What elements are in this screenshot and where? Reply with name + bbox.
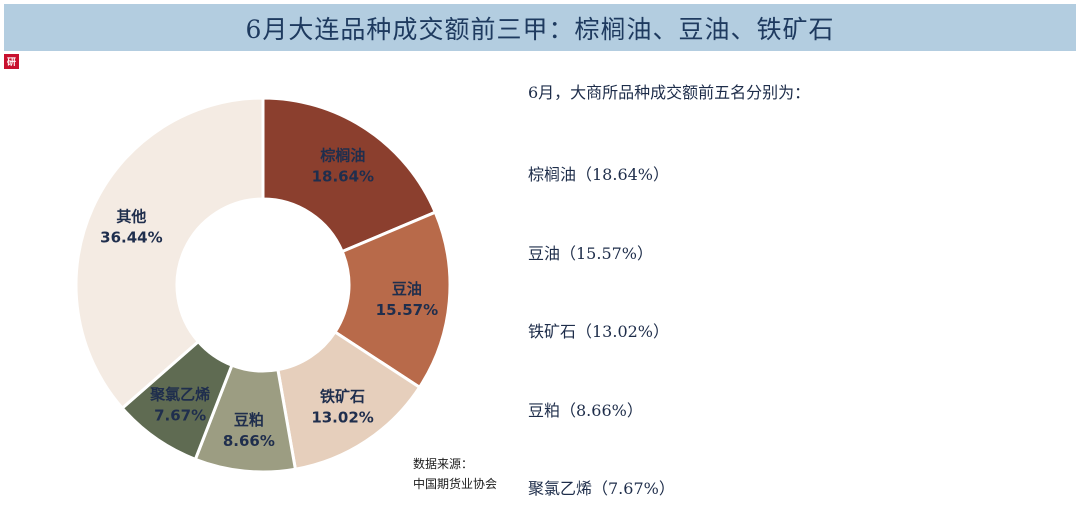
ranking-item: 豆粕（8.66%） bbox=[528, 401, 643, 420]
logo-text: 研 bbox=[6, 58, 16, 68]
slice-category-label: 豆油 bbox=[392, 280, 422, 298]
ranking-item: 聚氯乙烯（7.67%） bbox=[528, 479, 675, 498]
slice-category-label: 聚氯乙烯 bbox=[149, 385, 210, 403]
donut-slice-1 bbox=[332, 210, 452, 390]
slice-value-label: 18.64% bbox=[312, 168, 374, 186]
slice-category-label: 豆粕 bbox=[234, 411, 264, 429]
source-label: 数据来源： bbox=[413, 457, 474, 471]
page-title: 6月大连品种成交额前三甲：棕榈油、豆油、铁矿石 bbox=[245, 14, 835, 44]
donut-chart: 棕榈油 18.64% 豆油 15.57% 铁矿石 13.02% 豆粕 8.66% 聚氯乙烯 7.6… bbox=[74, 96, 452, 474]
slice-category-label: 铁矿石 bbox=[320, 388, 365, 406]
title-bar: 6月大连品种成交额前三甲：棕榈油、豆油、铁矿石 bbox=[4, 4, 1076, 51]
ranking-item: 铁矿石（13.02%） bbox=[528, 322, 670, 341]
ranking-item: 棕榈油（18.64%） bbox=[528, 165, 670, 184]
data-source: 数据来源： 中国期货业协会 bbox=[413, 454, 497, 494]
slice-category-label: 其他 bbox=[116, 207, 146, 225]
donut-slice-0 bbox=[261, 96, 438, 254]
summary-intro: 6月，大商所品种成交额前五名分别为： bbox=[528, 83, 811, 102]
ranking-item: 豆油（15.57%） bbox=[528, 244, 654, 263]
slice-value-label: 13.02% bbox=[311, 409, 373, 427]
slice-value-label: 15.57% bbox=[376, 301, 438, 319]
slice-value-label: 7.67% bbox=[154, 406, 206, 424]
donut-slice-5 bbox=[74, 96, 265, 411]
slice-value-label: 8.66% bbox=[223, 432, 275, 450]
brand-logo-icon: 研 bbox=[4, 54, 19, 69]
source-name: 中国期货业协会 bbox=[413, 477, 498, 491]
slice-value-label: 36.44% bbox=[100, 228, 162, 246]
slice-category-label: 棕榈油 bbox=[320, 147, 365, 165]
